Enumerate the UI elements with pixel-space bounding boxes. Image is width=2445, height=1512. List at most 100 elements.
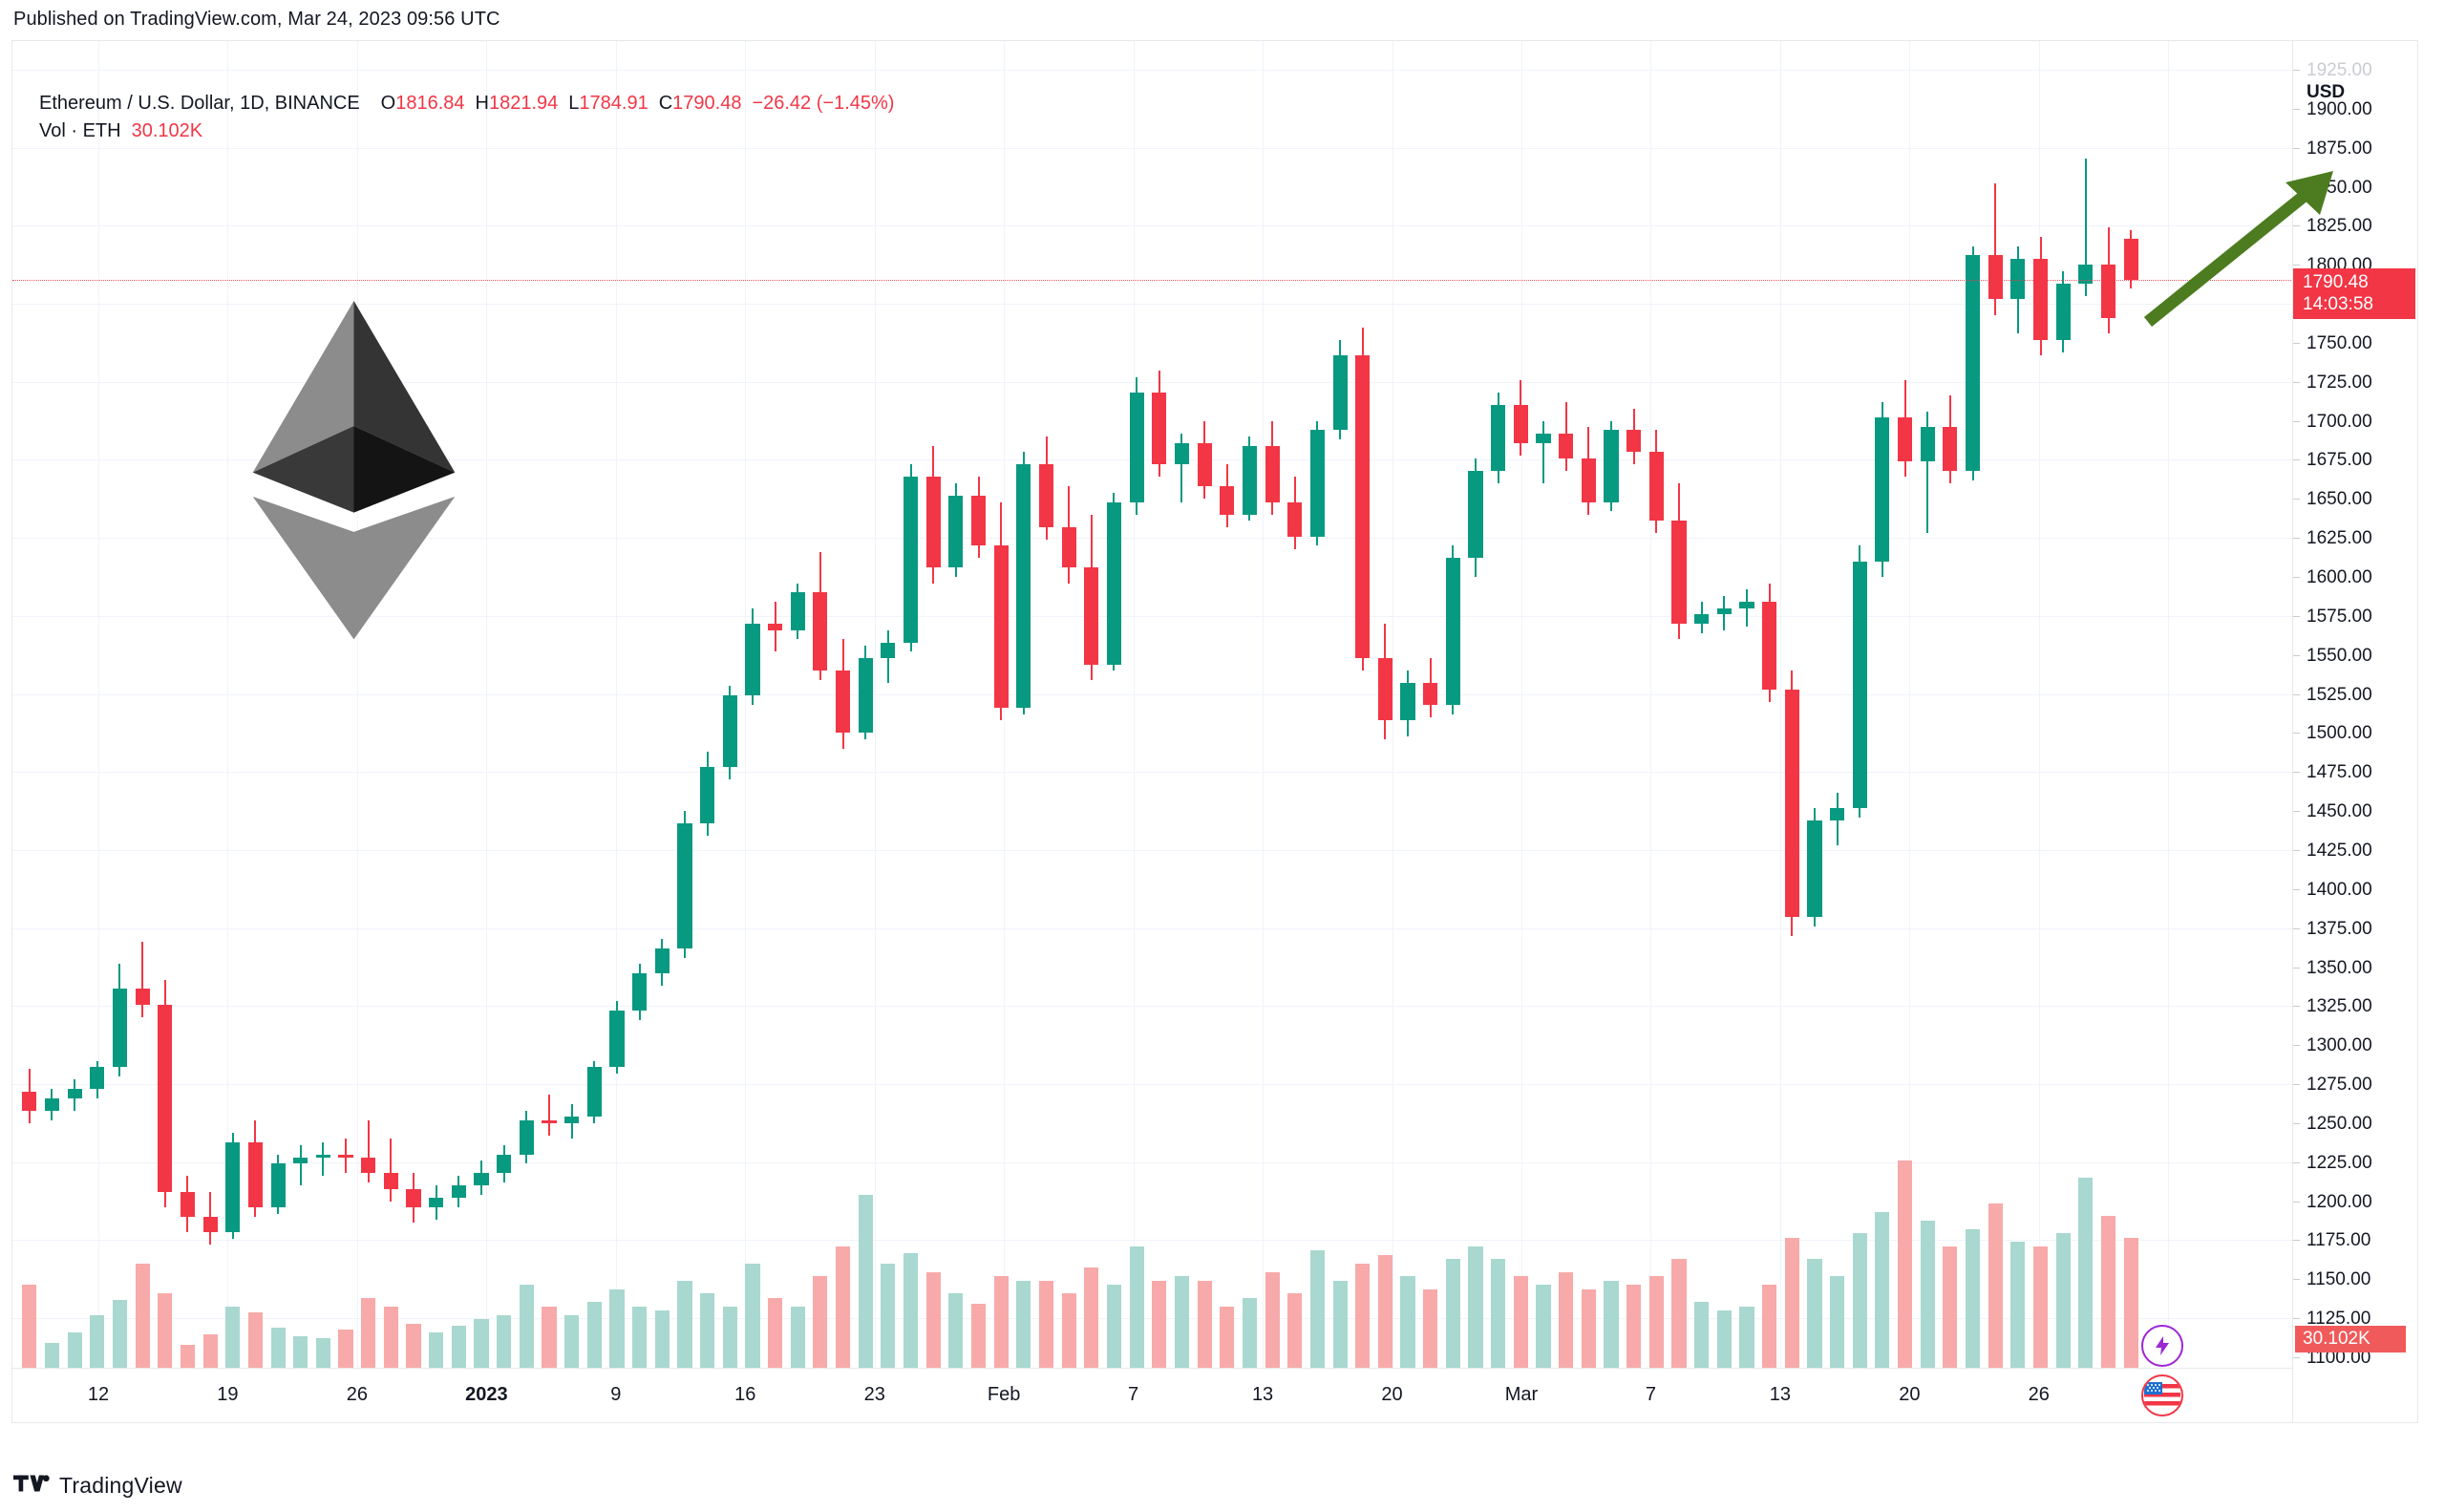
price-tick-label: 1400.00 (2307, 879, 2372, 900)
volume-bar (1920, 1220, 1935, 1369)
volume-bar (1038, 1280, 1054, 1369)
price-tick-mark (2293, 538, 2300, 540)
volume-bar (1536, 1285, 1551, 1369)
candle-body (1129, 393, 1144, 502)
ethereum-logo-icon (251, 299, 457, 643)
candle-body (609, 1011, 625, 1068)
price-tick-mark (2293, 420, 2300, 422)
candle-body (1468, 470, 1483, 559)
volume-bar (474, 1319, 489, 1369)
us-flag-icon[interactable] (2141, 1374, 2183, 1416)
candle-body (993, 545, 1009, 709)
candle-body (745, 624, 760, 696)
volume-bar (1626, 1285, 1642, 1369)
price-tick-mark (2293, 70, 2300, 71)
volume-bar (1332, 1280, 1348, 1369)
price-tick-label: 1650.00 (2307, 489, 2372, 510)
volume-bar (361, 1297, 376, 1369)
price-tick-mark (2293, 927, 2300, 929)
candle-body (677, 823, 692, 948)
candle-wick (367, 1119, 370, 1182)
legend-open-value: 1816.84 (395, 93, 465, 114)
volume-bar (1784, 1237, 1799, 1369)
candle-body (632, 973, 648, 1012)
chart-pane[interactable]: USD 1925.00 1900.00 1875.00 1850.00 1825.00 1… (11, 40, 2418, 1423)
legend-volume-label[interactable]: Vol · ETH (39, 120, 121, 141)
time-scale[interactable]: 121926202391623Feb71320Mar7132026Apr (12, 1368, 2293, 1422)
gridline-vertical (97, 41, 99, 1369)
lightning-bolt-icon[interactable] (2141, 1325, 2183, 1367)
volume-bar (1559, 1271, 1574, 1369)
gridline-horizontal (12, 615, 2417, 617)
volume-bar (1377, 1254, 1393, 1369)
volume-bar (247, 1312, 263, 1369)
time-tick-label: 7 (1128, 1384, 1139, 1405)
volume-bar (903, 1252, 919, 1369)
time-tick-label: 26 (346, 1384, 369, 1405)
time-tick-label: Mar (1504, 1384, 1539, 1405)
price-tick-label: 1825.00 (2307, 216, 2372, 237)
price-tick-label: 1225.00 (2307, 1152, 2372, 1173)
candle-wick (2084, 159, 2087, 296)
legend-high-value: 1821.94 (488, 93, 559, 114)
candle-body (202, 1216, 218, 1233)
candle-body (768, 624, 783, 630)
price-tick-label: 1200.00 (2307, 1191, 2372, 1212)
legend-close-value: 1790.48 (672, 93, 742, 114)
price-tick-label: 1575.00 (2307, 606, 2372, 627)
candle-body (1898, 417, 1913, 462)
gridline-horizontal (12, 1240, 2417, 1242)
gridline-horizontal (12, 459, 2417, 461)
candle-body (1332, 355, 1348, 431)
legend-symbol[interactable]: Ethereum / U.S. Dollar, 1D, BINANCE (39, 93, 360, 114)
volume-bar (270, 1328, 286, 1369)
price-tick-mark (2293, 342, 2300, 344)
volume-bar (1513, 1276, 1528, 1369)
current-price-tag[interactable]: 1790.48 14:03:58 (2293, 267, 2415, 319)
volume-bar (2010, 1242, 2026, 1369)
volume-value-tag[interactable]: 30.102K (2295, 1326, 2406, 1353)
candle-body (383, 1173, 398, 1189)
candle-body (1152, 393, 1167, 465)
candle-body (90, 1067, 105, 1089)
volume-bar (1648, 1276, 1664, 1369)
price-tick-label: 1350.00 (2307, 957, 2372, 978)
volume-bar (948, 1293, 964, 1369)
candle-body (1220, 486, 1235, 515)
legend-volume-row: Vol · ETH 30.102K (39, 118, 894, 143)
gridline-vertical (1520, 41, 1522, 1369)
volume-bar (90, 1314, 105, 1369)
volume-bar (1898, 1161, 1913, 1369)
gridline-vertical (1909, 41, 1911, 1369)
volume-bar (813, 1276, 828, 1369)
price-scale-unit: USD (2307, 82, 2346, 102)
volume-bar (338, 1330, 353, 1369)
price-plot-area[interactable] (12, 41, 2293, 1369)
volume-bar (383, 1306, 398, 1369)
candle-body (497, 1154, 512, 1174)
gridline-vertical (1650, 41, 1652, 1369)
volume-bar (1242, 1297, 1258, 1369)
price-tick-mark (2293, 108, 2300, 110)
price-tick-label: 1125.00 (2307, 1309, 2371, 1330)
price-tick-mark (2293, 1045, 2300, 1047)
price-scale[interactable]: USD 1925.00 1900.00 1875.00 1850.00 1825.00 1… (2292, 41, 2417, 1422)
candle-body (790, 592, 805, 630)
volume-bar (925, 1271, 941, 1369)
candle-body (2100, 265, 2116, 318)
volume-bar (451, 1325, 466, 1369)
price-tick-mark (2293, 381, 2300, 383)
volume-bar (2032, 1246, 2049, 1369)
candle-body (315, 1154, 330, 1158)
volume-bar (315, 1338, 330, 1369)
candle-body (1016, 464, 1031, 709)
gridline-horizontal (12, 381, 2417, 383)
gridline-horizontal (12, 538, 2417, 540)
candle-body (813, 592, 828, 671)
candle-wick (390, 1139, 393, 1202)
price-tick-label: 1325.00 (2307, 996, 2372, 1017)
candle-body (1830, 807, 1845, 820)
candle-body (1852, 561, 1867, 808)
candle-body (1309, 430, 1325, 537)
